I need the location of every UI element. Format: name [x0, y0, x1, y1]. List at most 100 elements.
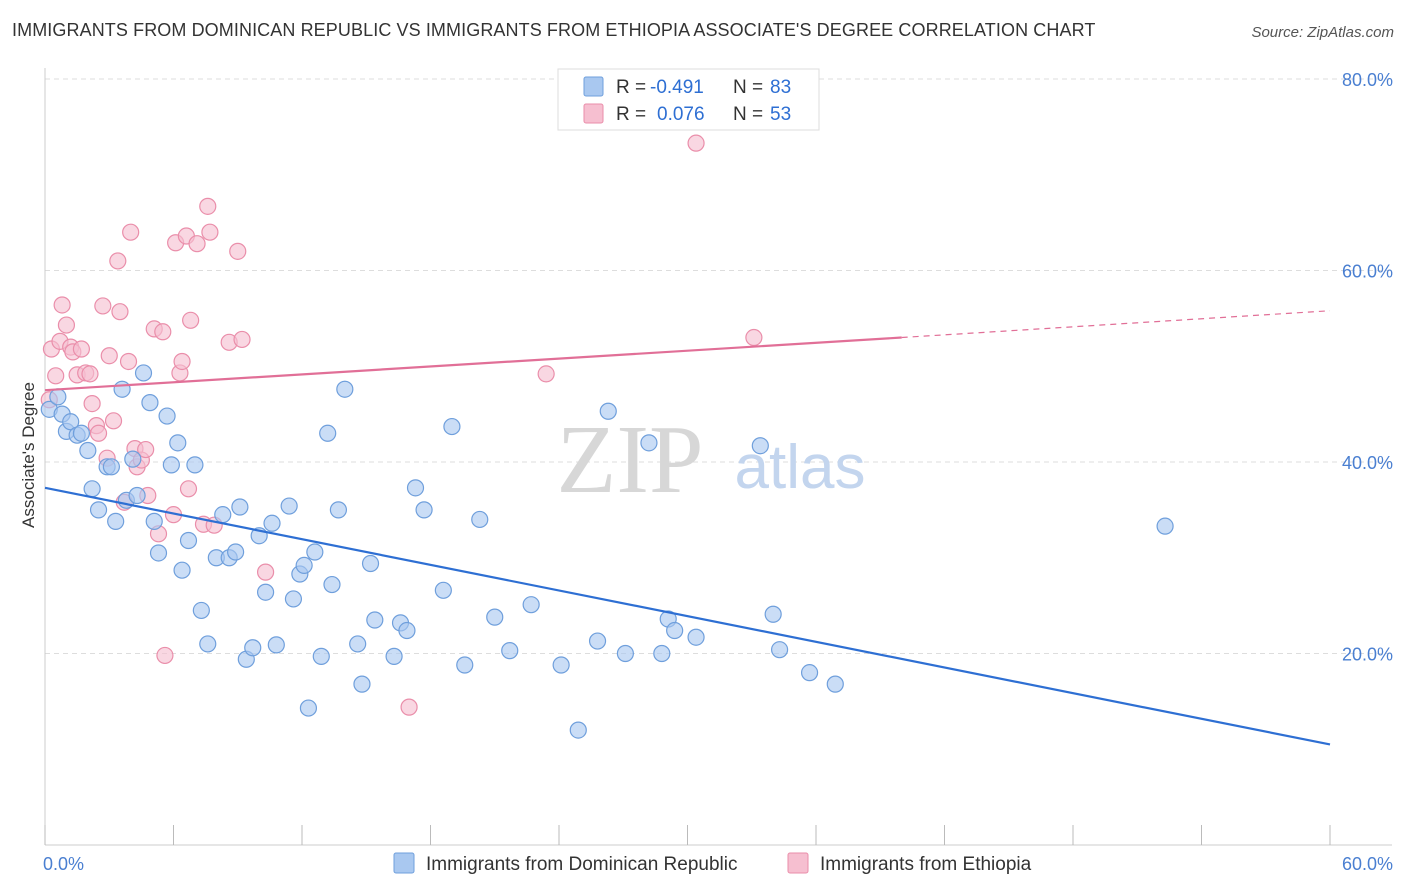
- dominican-point-67: [552, 656, 570, 674]
- trend-line-ethiopia-extension: [901, 310, 1331, 339]
- watermark-zip: ZIP: [557, 406, 704, 514]
- dominican-point-61: [443, 417, 461, 436]
- ethiopia-point-23: [122, 223, 140, 241]
- ethiopia-point-4: [53, 296, 71, 314]
- ethiopia-point-11: [81, 365, 99, 383]
- legend-n-label-blue: N =: [733, 77, 763, 98]
- ethiopia-point-15: [94, 297, 112, 315]
- dominican-point-62: [456, 656, 474, 674]
- bottom-legend-label-pink: Immigrants from Ethiopia: [820, 854, 1032, 875]
- bottom-legend-label-blue: Immigrants from Dominican Republic: [426, 854, 738, 875]
- dominican-point-35: [244, 639, 262, 657]
- dominican-point-46: [312, 647, 330, 665]
- ethiopia-point-22: [119, 352, 138, 371]
- legend-swatch-pink: [583, 103, 604, 124]
- trend-line-ethiopia: [44, 336, 902, 392]
- dominican-point-43: [295, 556, 313, 575]
- legend-r-value-blue: -0.491: [650, 77, 704, 98]
- dominican-point-32: [227, 543, 245, 561]
- dominican-point-66: [522, 596, 540, 614]
- dominican-point-69: [588, 632, 607, 650]
- dominican-point-79: [770, 641, 789, 659]
- ethiopia-point-12: [83, 394, 101, 413]
- dominican-point-63: [471, 510, 489, 529]
- ethiopia-point-38: [179, 480, 198, 498]
- series-dominican-points: [40, 364, 1174, 739]
- dominican-point-57: [398, 621, 416, 640]
- bottom-legend-swatch-pink: [787, 852, 809, 874]
- dominican-point-25: [179, 531, 198, 550]
- ethiopia-point-18: [104, 412, 123, 430]
- legend-box: R = -0.491 N = 83 R = 0.076 N = 53: [557, 68, 820, 131]
- dominican-point-8: [83, 480, 101, 498]
- dominican-point-76: [687, 628, 705, 646]
- dominican-point-80: [800, 664, 819, 682]
- dominican-point-9: [89, 501, 108, 519]
- dominican-point-21: [158, 407, 176, 425]
- dominican-point-38: [263, 514, 281, 532]
- dominican-point-48: [323, 575, 341, 594]
- dominican-point-45: [306, 543, 324, 561]
- watermark: ZIP atlas: [557, 406, 866, 514]
- y-tick-label-20: 20.0%: [1342, 645, 1393, 665]
- ethiopia-point-39: [182, 311, 200, 329]
- dominican-point-7: [79, 441, 97, 460]
- dominican-point-82: [1156, 517, 1174, 535]
- dominican-point-68: [569, 721, 587, 739]
- dominican-point-72: [640, 434, 658, 452]
- bottom-legend: Immigrants from Dominican Republic Immig…: [393, 852, 1032, 875]
- ethiopia-point-32: [156, 646, 174, 665]
- dominican-point-15: [124, 450, 142, 468]
- dominican-point-16: [128, 486, 146, 505]
- ethiopia-point-5: [57, 316, 76, 334]
- ethiopia-point-20: [111, 303, 129, 321]
- dominican-point-65: [501, 642, 519, 660]
- series-ethiopia-points: [40, 134, 763, 716]
- dominican-point-70: [599, 402, 617, 420]
- legend-swatch-blue: [583, 76, 604, 97]
- dominican-point-19: [145, 512, 163, 530]
- ethiopia-point-19: [109, 252, 127, 270]
- legend-n-label-pink: N =: [733, 104, 763, 125]
- y-tick-label-60: 60.0%: [1342, 262, 1393, 282]
- dominican-point-73: [653, 644, 671, 663]
- dominican-point-23: [169, 434, 187, 452]
- dominican-point-33: [231, 498, 249, 516]
- chart-title: IMMIGRANTS FROM DOMINICAN REPUBLIC VS IM…: [12, 20, 1096, 40]
- axes: [44, 68, 1392, 846]
- dominican-point-20: [149, 544, 168, 562]
- source-label: Source: ZipAtlas.com: [1251, 24, 1394, 41]
- y-tick-label-80: 80.0%: [1342, 70, 1393, 90]
- ethiopia-point-51: [687, 134, 705, 152]
- ethiopia-point-14: [89, 424, 108, 442]
- legend-n-value-pink: 53: [770, 104, 791, 125]
- dominican-point-40: [280, 497, 298, 515]
- dominican-point-52: [353, 675, 371, 693]
- dominican-point-53: [361, 554, 380, 573]
- dominican-point-22: [162, 456, 180, 474]
- dominican-point-12: [107, 512, 125, 530]
- dominican-point-51: [349, 635, 367, 653]
- dominican-point-26: [186, 456, 204, 474]
- dominican-point-60: [434, 581, 452, 599]
- grid-lines: [45, 78, 1392, 654]
- x-tick-label-min: 0.0%: [43, 854, 84, 874]
- dominican-point-77: [751, 437, 769, 455]
- dominican-point-75: [666, 621, 684, 640]
- ethiopia-point-2: [47, 367, 65, 385]
- dominican-point-59: [415, 501, 433, 519]
- dominican-point-17: [134, 364, 153, 382]
- dominican-point-27: [192, 601, 210, 620]
- ethiopia-point-48: [256, 563, 275, 581]
- ethiopia-point-17: [100, 347, 118, 365]
- ethiopia-point-46: [229, 242, 247, 260]
- bottom-legend-swatch-blue: [393, 852, 415, 874]
- dominican-point-28: [199, 635, 217, 653]
- dominican-point-41: [284, 590, 303, 608]
- ethiopia-point-40: [188, 235, 206, 253]
- ethiopia-point-9: [72, 340, 91, 358]
- dominican-point-6: [72, 424, 91, 442]
- y-axis-title: Associate's Degree: [19, 382, 38, 528]
- dominican-point-18: [141, 394, 159, 412]
- trend-line-dominican: [44, 486, 1331, 746]
